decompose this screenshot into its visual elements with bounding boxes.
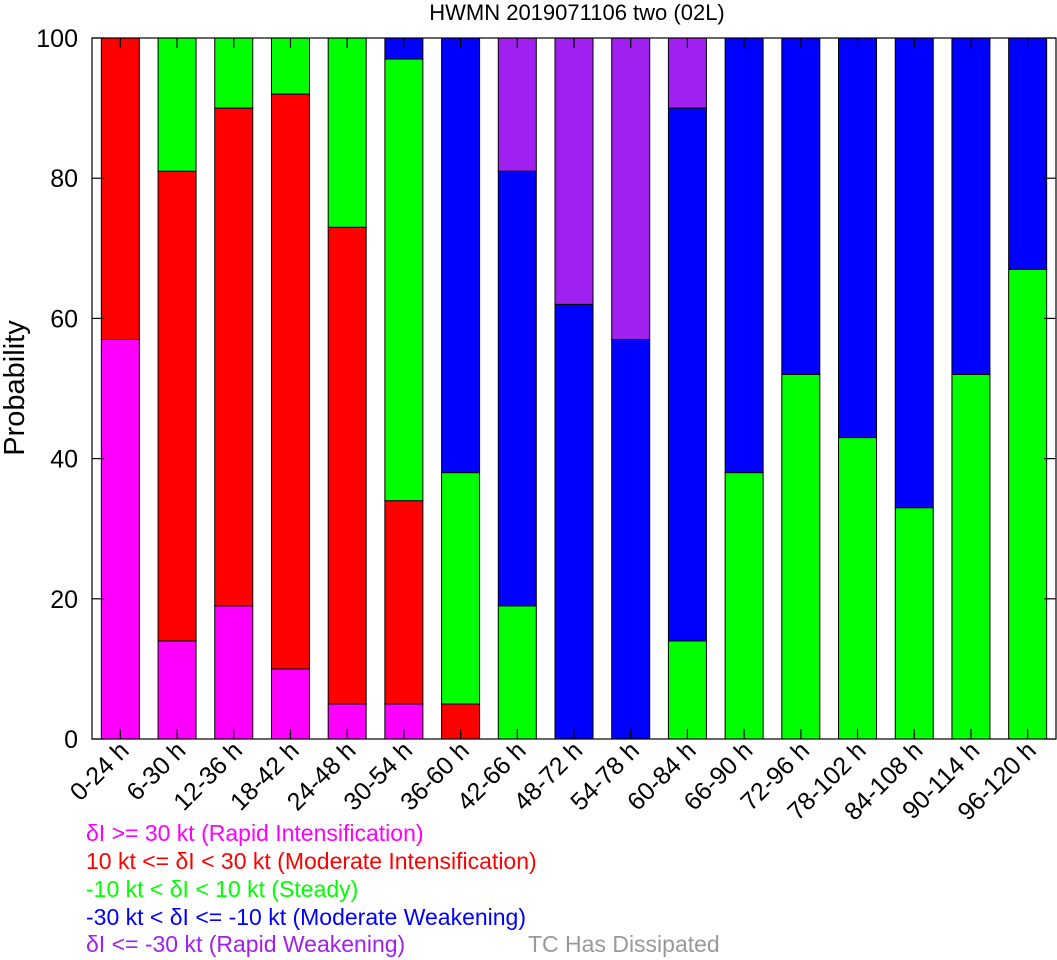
- bar-segment-60-84h-s3: [667, 107, 707, 642]
- legend-entry-moderate-intensification: 10 kt <= δI < 30 kt (Moderate Intensific…: [86, 848, 537, 874]
- bar-segment-78-102h-s3: [838, 37, 878, 439]
- bar-segment-66-90h-s3: [724, 37, 764, 474]
- bar-segment-60-84h-s4: [667, 37, 707, 109]
- bar-segment-12-36h-s1: [214, 107, 254, 607]
- y-axis-label: Probability: [0, 320, 31, 456]
- y-tick-label: 40: [50, 446, 78, 474]
- bar-segment-66-90h-s2: [724, 472, 764, 740]
- bars-group: [100, 37, 1048, 740]
- bar-segment-24-48h-s2: [327, 37, 367, 228]
- bar-segment-18-42h-s0: [270, 668, 310, 740]
- legend-entry-tc-dissipated: TC Has Dissipated: [528, 931, 720, 957]
- bar-segment-30-54h-s2: [384, 58, 424, 502]
- legend-entry-rapid-weakening: δI <= -30 kt (Rapid Weakening): [86, 931, 406, 957]
- bar-segment-0-24h-s0: [100, 338, 140, 740]
- bar-segment-90-114h-s3: [951, 37, 991, 375]
- bar-segment-42-66h-s2: [497, 605, 537, 740]
- bar-segment-48-72h-s4: [554, 37, 594, 305]
- bar-segment-84-108h-s3: [894, 37, 934, 509]
- bar-segment-36-60h-s3: [441, 37, 481, 474]
- bar-segment-6-30h-s0: [157, 640, 197, 740]
- bar-segment-60-84h-s2: [667, 640, 707, 740]
- bar-segment-30-54h-s1: [384, 500, 424, 705]
- y-tick-label: 60: [50, 305, 78, 333]
- y-tick-label: 20: [50, 586, 78, 614]
- chart-title: HWMN 2019071106 two (02L): [429, 0, 725, 25]
- y-tick-label: 80: [50, 165, 78, 193]
- bar-segment-90-114h-s2: [951, 373, 991, 740]
- bar-segment-12-36h-s0: [214, 605, 254, 740]
- bar-segment-42-66h-s3: [497, 170, 537, 607]
- bar-segment-78-102h-s2: [838, 437, 878, 740]
- legend-entry-steady: -10 kt < δI < 10 kt (Steady): [86, 876, 359, 902]
- bar-segment-12-36h-s2: [214, 37, 254, 109]
- bar-segment-72-96h-s3: [781, 37, 821, 375]
- bar-segment-96-120h-s3: [1008, 37, 1048, 270]
- bar-segment-96-120h-s2: [1008, 268, 1048, 740]
- bar-segment-6-30h-s1: [157, 170, 197, 642]
- bar-segment-54-78h-s4: [611, 37, 651, 340]
- bar-segment-0-24h-s1: [100, 37, 140, 340]
- bar-segment-84-108h-s2: [894, 507, 934, 740]
- bar-segment-18-42h-s1: [270, 93, 310, 670]
- bar-segment-42-66h-s4: [497, 37, 537, 172]
- y-tick-label: 100: [36, 25, 78, 53]
- bar-segment-6-30h-s2: [157, 37, 197, 172]
- bar-segment-48-72h-s3: [554, 303, 594, 740]
- legend-entry-rapid-intensification: δI >= 30 kt (Rapid Intensification): [86, 820, 424, 846]
- bar-segment-72-96h-s2: [781, 373, 821, 740]
- legend-entry-moderate-weakening: -30 kt < δI <= -10 kt (Moderate Weakenin…: [86, 904, 527, 930]
- y-tick-label: 0: [64, 726, 78, 754]
- bar-segment-24-48h-s1: [327, 226, 367, 705]
- bar-segment-54-78h-s3: [611, 338, 651, 740]
- bar-segment-36-60h-s2: [441, 472, 481, 705]
